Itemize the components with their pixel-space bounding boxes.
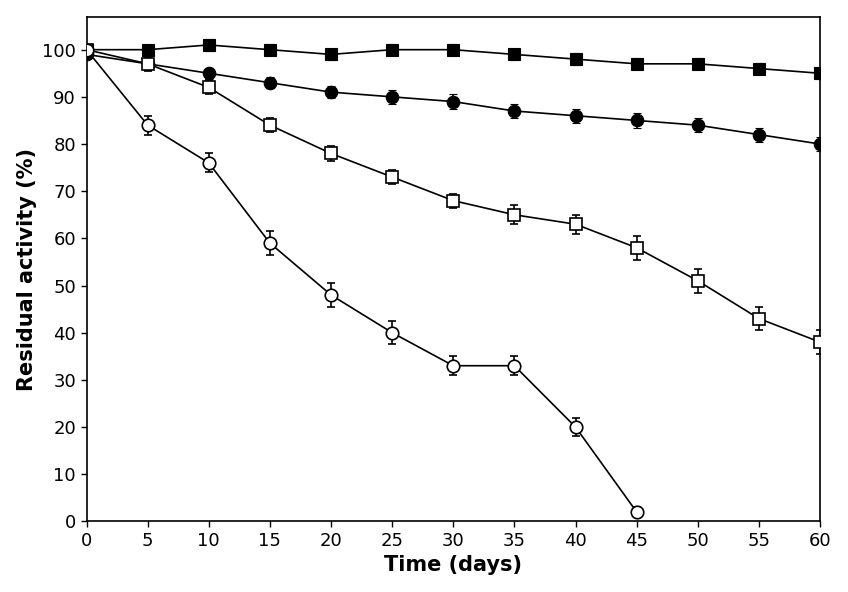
X-axis label: Time (days): Time (days) [384,555,522,575]
Y-axis label: Residual activity (%): Residual activity (%) [17,147,36,391]
